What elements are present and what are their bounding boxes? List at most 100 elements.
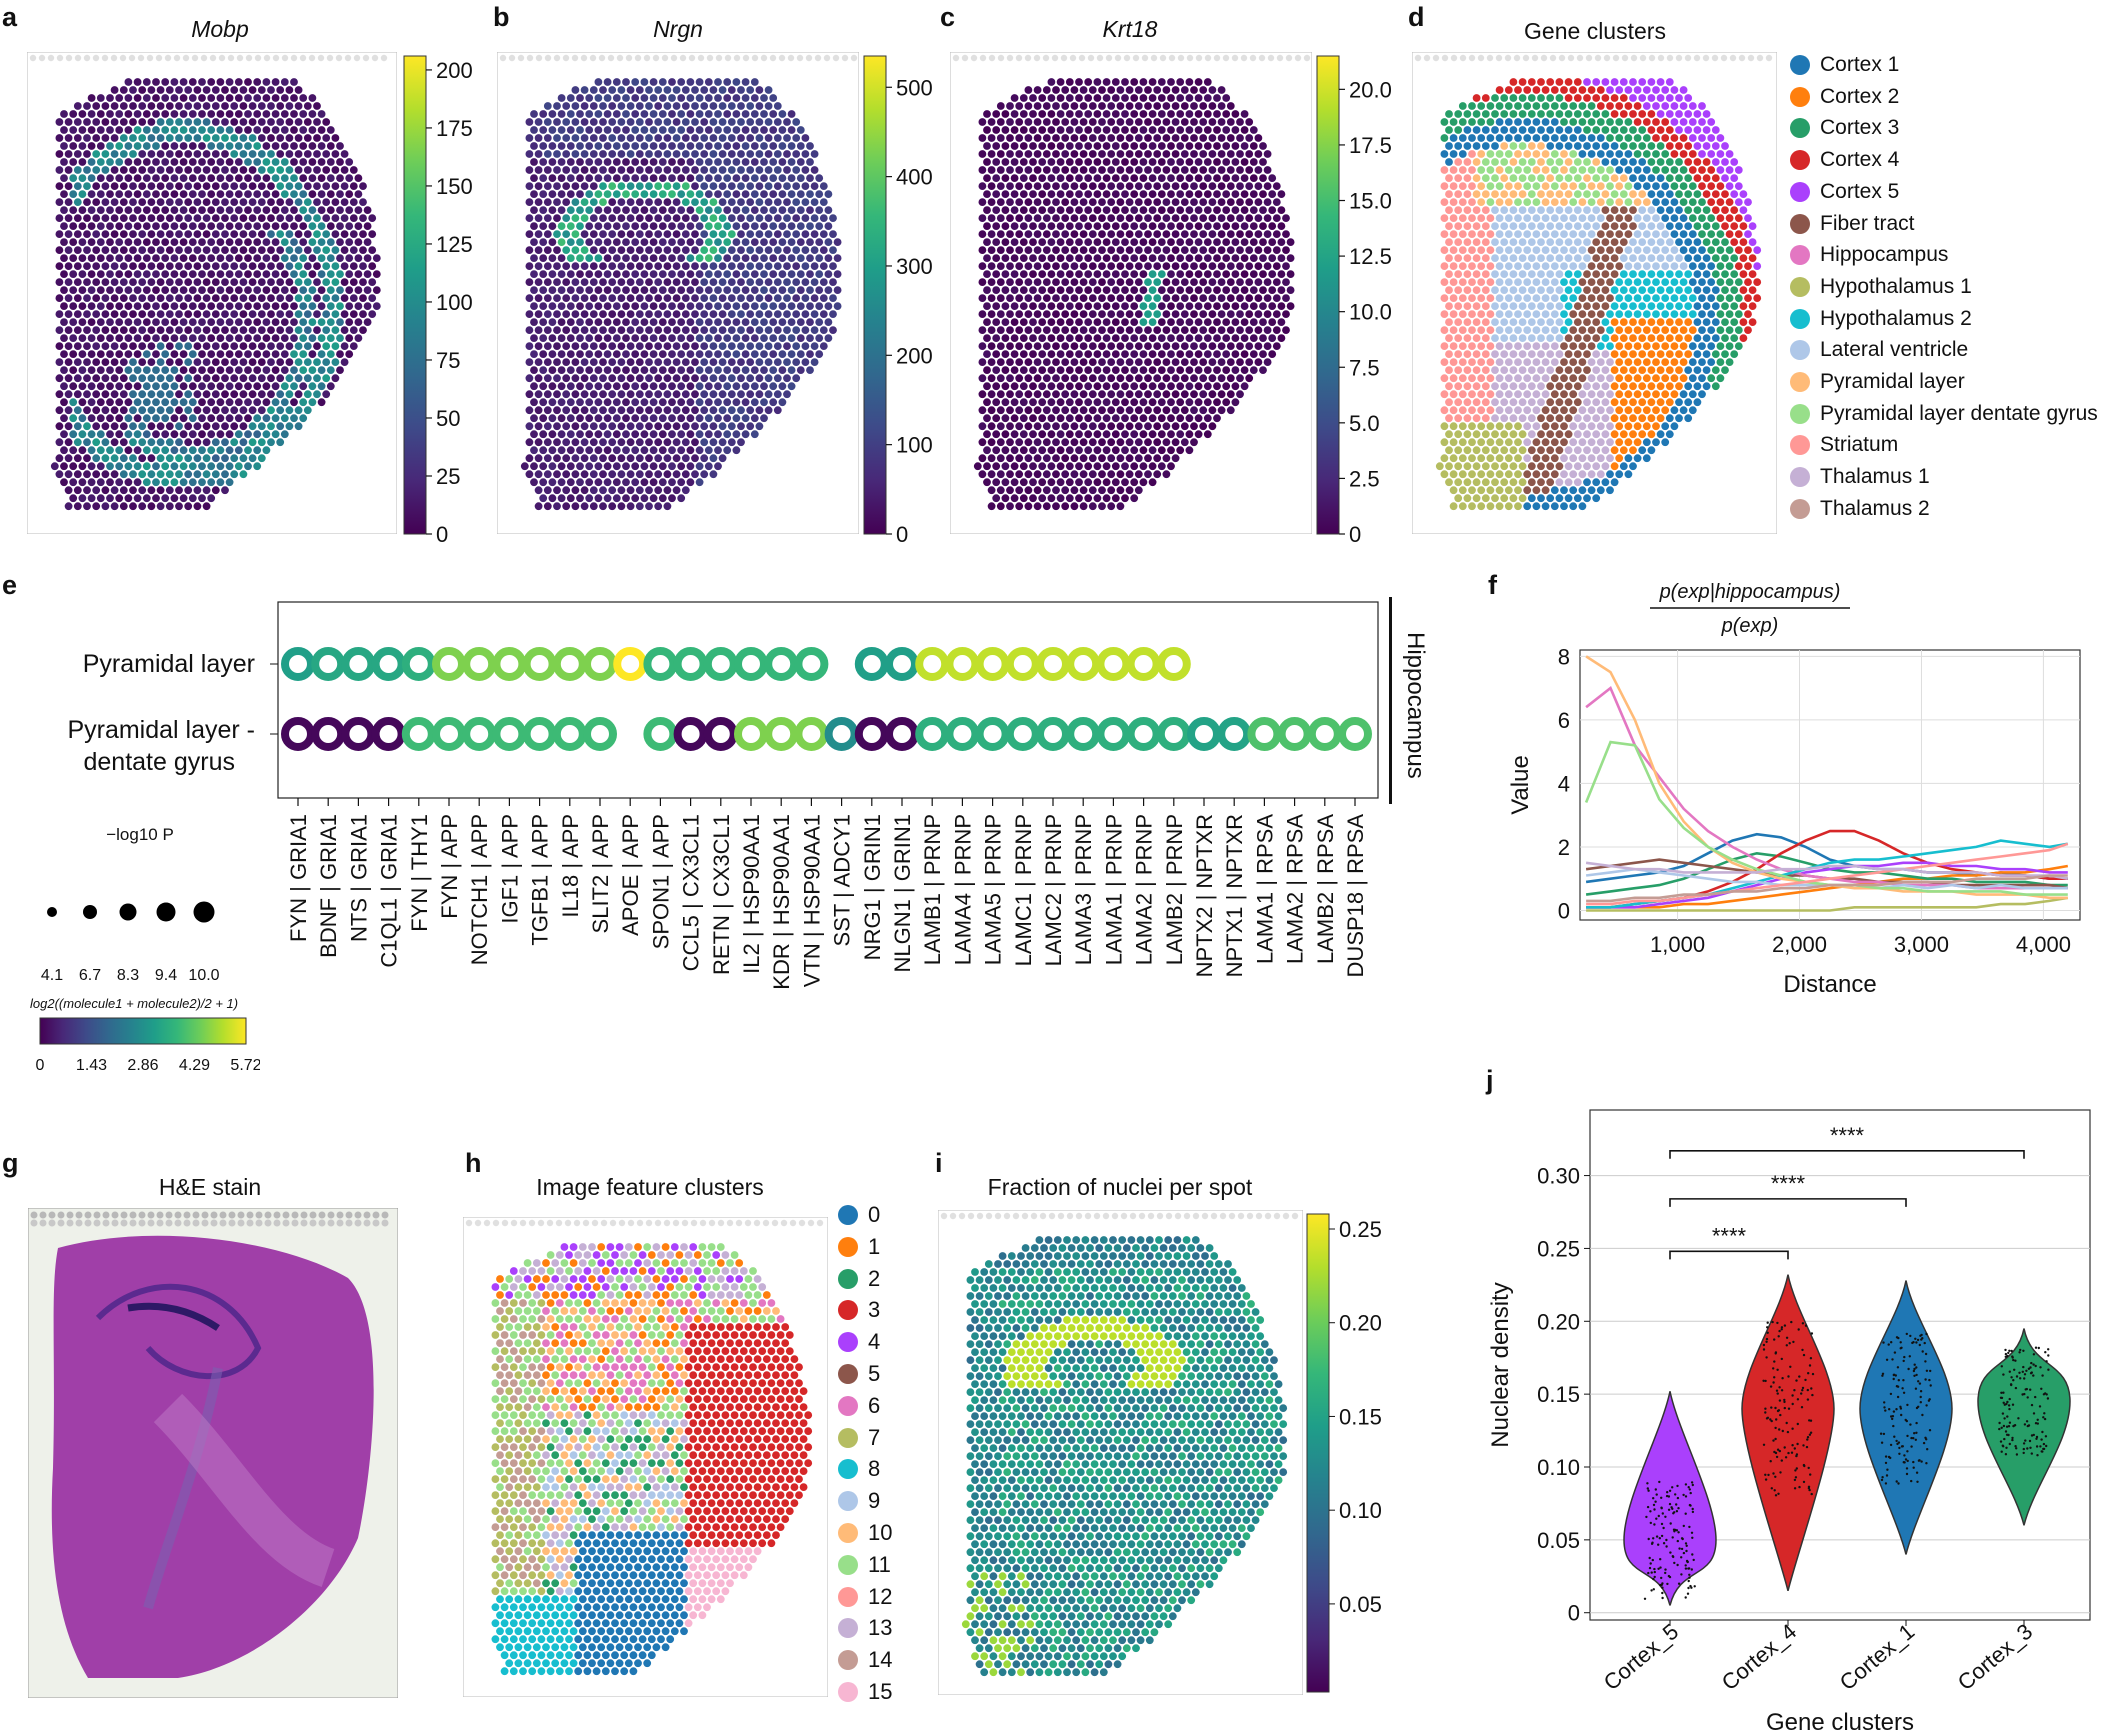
legend-swatch: [838, 1682, 858, 1702]
dotplot-column-label: SPON1 | APP: [648, 814, 673, 949]
chart-f-xtick: 3,000: [1894, 932, 1949, 957]
panel-h-title: Image feature clusters: [536, 1174, 764, 1200]
dotplot-dot: [1126, 717, 1161, 751]
colorbar-tick: 100: [896, 433, 933, 458]
panel-i-title: Fraction of nuclei per spot: [987, 1174, 1253, 1200]
legend-swatch: [838, 1332, 858, 1353]
legend-item: 15: [838, 1677, 892, 1707]
colorbar-gradient: [1306, 1213, 1330, 1693]
dotplot-dot: [734, 717, 768, 751]
legend-label: 12: [868, 1583, 893, 1609]
dotplot-frame: [277, 601, 1379, 799]
legend-swatch: [838, 1364, 858, 1384]
legend-swatch: [838, 1586, 858, 1607]
legend-item: 0: [838, 1200, 880, 1230]
chart-f-ylabel: Value: [1507, 755, 1534, 815]
dotplot-dot: [281, 717, 315, 751]
legend-swatch: [1790, 467, 1810, 488]
dotplot-column-label: KDR | HSP90AA1: [769, 814, 794, 990]
dotplot-dot: [522, 717, 557, 751]
chart-f-xlabel: Distance: [1783, 971, 1876, 998]
nrgn-colorbar: 500 400 300 200 100 0: [863, 55, 933, 542]
dotplot-dot: [673, 647, 708, 681]
legend-item: Cortex 1: [1790, 50, 1899, 80]
colorbar-gradient: [403, 55, 427, 535]
size-legend-value: 9.4: [155, 967, 177, 984]
panel-label-b: b: [493, 2, 510, 32]
legend-item: 9: [838, 1486, 880, 1516]
colorbar-tick: 300: [896, 254, 933, 279]
dotplot-dot: [734, 647, 768, 681]
dotplot-column-label: LAMB1 | PRNP: [920, 814, 945, 965]
distance-line-chart: p(exp|hippocampus) p(exp) 1,000 2,000 3,000 4…: [1507, 581, 2081, 998]
hippocampus-label: Hippocampus: [1402, 632, 1429, 779]
legend-label: 7: [868, 1424, 881, 1450]
dotplot-column-label: TGFB1 | APP: [528, 814, 553, 946]
dotplot-dot: [281, 647, 315, 681]
dotplot-dot: [492, 647, 527, 681]
chart-f-ytick: 6: [1558, 708, 1570, 733]
chart-f-title-numerator: p(exp|hippocampus): [1659, 581, 1841, 603]
panel-a-title: Mobp: [191, 16, 249, 42]
dotplot-column-label: APOE | APP: [618, 814, 643, 936]
colorbar-tick: 17.5: [1349, 133, 1392, 158]
colorbar-tick: 0: [1349, 522, 1361, 542]
dotplot-dot: [462, 647, 497, 681]
legend-label: 9: [868, 1488, 881, 1514]
legend-label: 13: [868, 1615, 893, 1641]
colorbar-tick: 75: [436, 348, 460, 373]
legend-item: 2: [838, 1264, 880, 1294]
legend-item: Fiber tract: [1790, 209, 1915, 239]
chart-f-xtick: 1,000: [1650, 932, 1705, 957]
chart-f-series-line: [1585, 861, 2069, 880]
chart-j-significance-bracket: [1669, 1198, 1907, 1207]
legend-item: Hypothalamus 1: [1790, 272, 1972, 302]
colorbar-tick: 100: [436, 290, 473, 315]
chart-f-ytick: 2: [1558, 835, 1570, 860]
gene-cluster-map: [1412, 52, 1777, 534]
nrgn-spatial-map: [497, 52, 859, 534]
size-legend-dot: [156, 902, 176, 922]
dotplot-column-label: LAMA3 | PRNP: [1071, 814, 1096, 965]
legend-label: Cortex 5: [1820, 179, 1900, 203]
legend-label: Cortex 4: [1820, 148, 1900, 172]
nuclei-fraction-colorbar: 0.25 0.20 0.15 0.10 0.05: [1306, 1213, 1382, 1693]
dotplot-dot: [915, 647, 950, 681]
dotplot-dot: [1005, 717, 1040, 751]
chart-f-xtick: 2,000: [1772, 932, 1827, 957]
color-legend-tick: 4.29: [179, 1057, 210, 1074]
size-legend-dot: [83, 905, 97, 919]
dotplot-dot: [1156, 717, 1191, 751]
dotplot-dot: [613, 647, 648, 681]
legend-label: Thalamus 1: [1820, 465, 1930, 489]
colorbar-tick: 0: [436, 522, 448, 542]
dotplot-dot: [824, 717, 859, 751]
legend-swatch: [1790, 372, 1810, 392]
nuclear-density-violin: 0 0.05 0.10 0.15 0.20 0.25 0.30 Nuclear density…: [1487, 1109, 2091, 1735]
dotplot-column-label: NRG1 | GRIN1: [860, 814, 885, 960]
legend-item: 12: [838, 1582, 892, 1612]
legend-label: 15: [868, 1679, 893, 1704]
chart-j-ylabel: Nuclear density: [1487, 1282, 1514, 1447]
dotplot-dot: [552, 647, 587, 681]
dotplot-column-label: NTS | GRIA1: [346, 814, 371, 942]
dotplot-column-label: LAMA2 | RPSA: [1283, 814, 1308, 964]
legend-label: Striatum: [1820, 433, 1899, 457]
legend-item: Cortex 2: [1790, 82, 1899, 112]
chart-f-xtick: 4,000: [2016, 932, 2071, 957]
mobp-spatial-map: [27, 52, 397, 534]
legend-item: 3: [838, 1295, 880, 1325]
size-legend-title: −log10 P: [106, 825, 174, 844]
chart-j-xlabel: Gene clusters: [1766, 1709, 1914, 1735]
chart-f-ytick: 8: [1558, 644, 1570, 669]
color-legend-tick: 1.43: [76, 1057, 107, 1074]
size-legend-value: 6.7: [79, 967, 101, 984]
chart-j-ytick: 0.25: [1537, 1236, 1580, 1261]
colorbar-tick: 50: [436, 406, 460, 431]
chart-f-ytick: 0: [1558, 898, 1570, 923]
dotplot-legend: −log10 P 4.1 6.7 8.3 9.4 10.0 log2((molecule1 …: [30, 825, 260, 1074]
colorbar-tick: 5.0: [1349, 411, 1380, 436]
legend-swatch: [838, 1618, 858, 1639]
legend-swatch: [1790, 181, 1810, 202]
colorbar-tick: 175: [436, 116, 473, 141]
